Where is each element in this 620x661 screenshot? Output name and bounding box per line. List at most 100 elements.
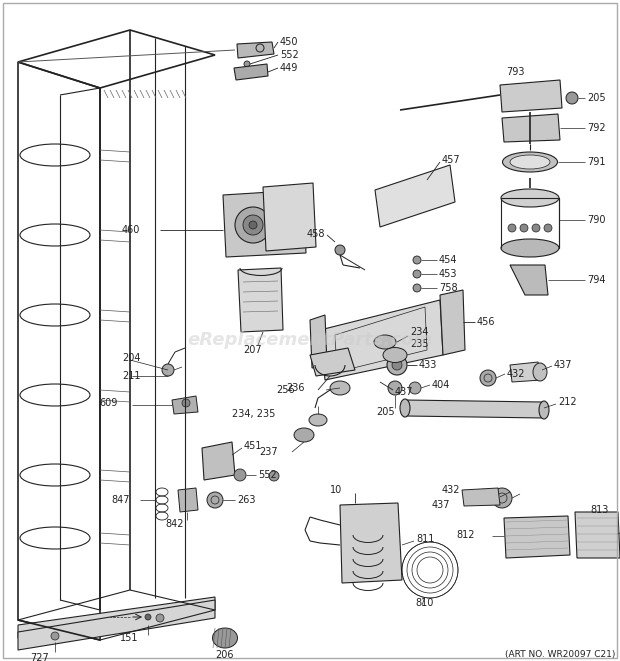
Text: 151: 151 [120, 633, 138, 643]
Polygon shape [178, 488, 198, 512]
Polygon shape [340, 503, 402, 583]
Polygon shape [462, 488, 500, 506]
Text: 205: 205 [587, 93, 606, 103]
Circle shape [413, 284, 421, 292]
Ellipse shape [294, 428, 314, 442]
Circle shape [243, 215, 263, 235]
Ellipse shape [501, 189, 559, 207]
Text: 211: 211 [122, 371, 141, 381]
Ellipse shape [383, 348, 407, 362]
Polygon shape [375, 165, 455, 227]
Text: 793: 793 [506, 67, 525, 77]
Text: 449: 449 [280, 63, 298, 73]
Circle shape [409, 382, 421, 394]
Text: 437: 437 [432, 500, 450, 510]
Ellipse shape [510, 155, 550, 169]
Text: 810: 810 [415, 598, 433, 608]
Circle shape [387, 355, 407, 375]
Text: 237: 237 [259, 447, 278, 457]
Text: 460: 460 [122, 225, 140, 235]
Text: 791: 791 [587, 157, 606, 167]
Polygon shape [18, 600, 215, 650]
Circle shape [269, 471, 279, 481]
Circle shape [156, 614, 164, 622]
Text: 256: 256 [277, 385, 295, 395]
Text: 552: 552 [258, 470, 277, 480]
Text: 794: 794 [587, 275, 606, 285]
Text: (ART NO. WR20097 C21): (ART NO. WR20097 C21) [505, 650, 615, 660]
Polygon shape [310, 348, 355, 376]
Polygon shape [510, 265, 548, 295]
Circle shape [480, 370, 496, 386]
Text: 847: 847 [112, 495, 130, 505]
Circle shape [413, 256, 421, 264]
Polygon shape [223, 190, 306, 257]
Ellipse shape [400, 399, 410, 417]
Polygon shape [575, 512, 620, 558]
Circle shape [235, 207, 271, 243]
Circle shape [413, 270, 421, 278]
Polygon shape [234, 64, 268, 80]
Text: 454: 454 [439, 255, 458, 265]
Circle shape [544, 224, 552, 232]
Polygon shape [263, 183, 316, 251]
Circle shape [566, 92, 578, 104]
Ellipse shape [539, 401, 549, 419]
Circle shape [162, 364, 174, 376]
Ellipse shape [309, 414, 327, 426]
Text: 263: 263 [237, 495, 255, 505]
Text: 212: 212 [558, 397, 577, 407]
Text: 811: 811 [416, 534, 435, 544]
Circle shape [392, 360, 402, 370]
Text: 234: 234 [410, 327, 428, 337]
Circle shape [508, 224, 516, 232]
Circle shape [492, 488, 512, 508]
Circle shape [234, 469, 246, 481]
Text: 451: 451 [244, 441, 262, 451]
Text: 432: 432 [507, 369, 526, 379]
Polygon shape [500, 80, 562, 112]
Circle shape [182, 399, 190, 407]
Polygon shape [18, 597, 215, 638]
Polygon shape [172, 396, 198, 414]
Text: 813: 813 [591, 505, 609, 515]
Text: 236: 236 [286, 383, 305, 393]
Text: 235: 235 [410, 339, 428, 349]
Polygon shape [502, 114, 560, 142]
Text: 437: 437 [395, 387, 414, 397]
Circle shape [145, 614, 151, 620]
Polygon shape [237, 42, 274, 58]
Circle shape [249, 221, 257, 229]
Text: 207: 207 [244, 345, 262, 355]
Text: 458: 458 [306, 229, 325, 239]
Ellipse shape [374, 335, 396, 349]
Ellipse shape [502, 152, 557, 172]
Text: 792: 792 [587, 123, 606, 133]
Text: 10: 10 [330, 485, 342, 495]
Text: 552: 552 [280, 50, 299, 60]
Ellipse shape [213, 628, 237, 648]
Text: 234, 235: 234, 235 [232, 409, 275, 419]
Polygon shape [202, 442, 235, 480]
Text: 205: 205 [377, 407, 396, 417]
Text: 758: 758 [439, 283, 458, 293]
Polygon shape [310, 315, 327, 368]
Text: 437: 437 [554, 360, 572, 370]
Circle shape [207, 492, 223, 508]
Text: 206: 206 [216, 650, 234, 660]
Text: 450: 450 [280, 37, 298, 47]
Text: 609: 609 [100, 398, 118, 408]
Ellipse shape [330, 381, 350, 395]
Text: 204: 204 [122, 353, 141, 363]
Text: 456: 456 [477, 317, 495, 327]
Circle shape [335, 245, 345, 255]
Text: 727: 727 [30, 653, 50, 661]
Text: eReplacementParts.com: eReplacementParts.com [187, 331, 433, 349]
Circle shape [244, 61, 250, 67]
Polygon shape [238, 268, 283, 332]
Text: 812: 812 [456, 530, 475, 540]
Polygon shape [440, 290, 465, 355]
Text: 457: 457 [442, 155, 461, 165]
Polygon shape [510, 362, 542, 382]
Polygon shape [320, 300, 443, 380]
